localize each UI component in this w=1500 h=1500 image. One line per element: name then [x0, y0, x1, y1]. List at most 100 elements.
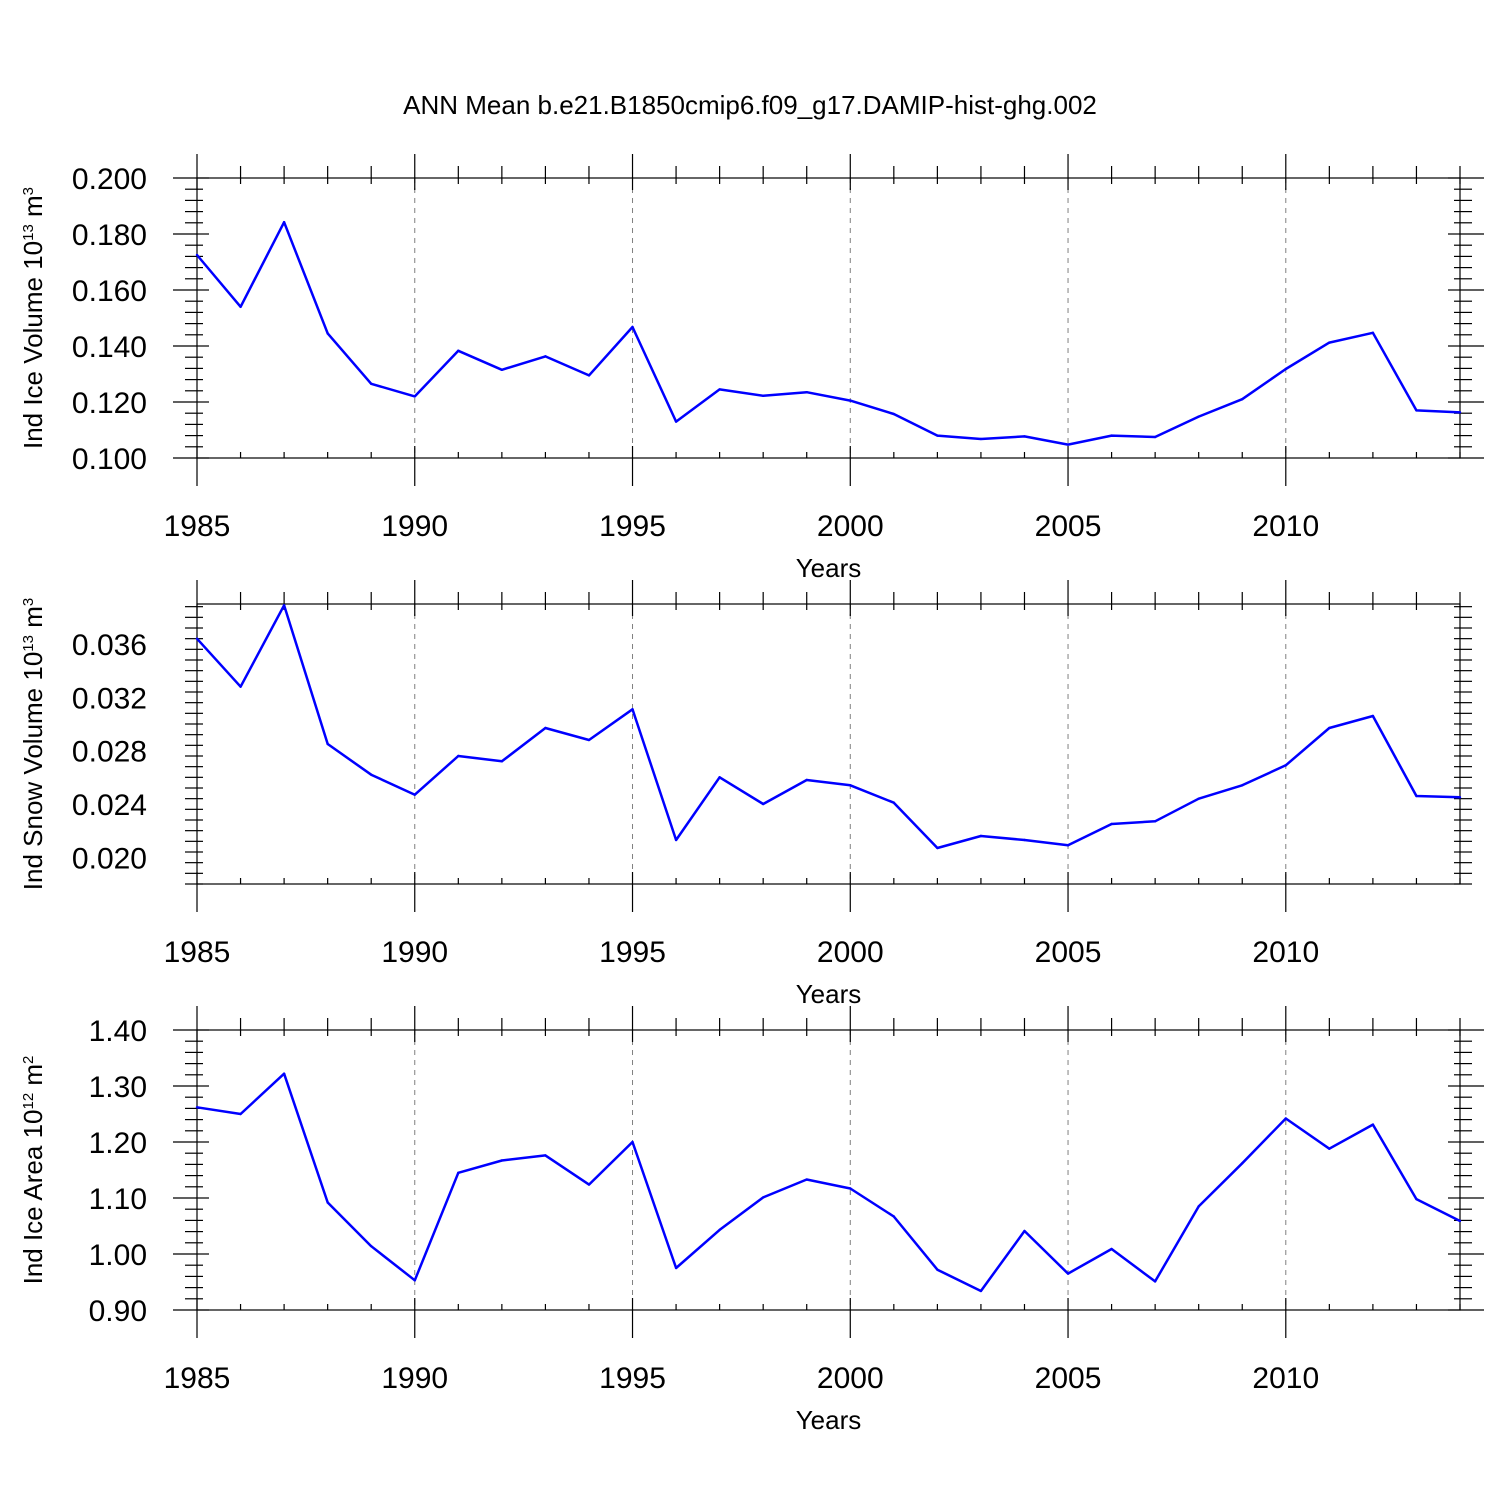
ice-area-point-2002 — [936, 1268, 939, 1271]
ice-volume-xtick-label-1985: 1985 — [164, 510, 231, 543]
ice-volume-ytick-label-4: 0.180 — [72, 219, 147, 252]
snow-volume-ytick-label-1: 0.024 — [72, 789, 147, 822]
ice-area-point-2003 — [979, 1289, 983, 1293]
ice-volume-point-2007 — [1153, 435, 1157, 439]
ice-volume-point-1998 — [761, 394, 765, 398]
ice-volume-point-2003 — [979, 437, 983, 441]
ice-area-point-1993 — [544, 1154, 547, 1157]
ice-volume-point-1985 — [195, 253, 199, 257]
ice-volume-point-1990 — [413, 395, 416, 398]
snow-volume-xtick-label-1990: 1990 — [381, 936, 448, 969]
ice-area-point-1986 — [239, 1112, 242, 1116]
ice-area-point-1998 — [761, 1196, 765, 1199]
ice-area-point-1999 — [805, 1178, 808, 1181]
ice-area-point-2004 — [1023, 1229, 1026, 1233]
snow-volume-xtick-label-2000: 2000 — [817, 936, 884, 969]
ice-volume-point-2009 — [1241, 398, 1244, 401]
snow-volume-point-2006 — [1110, 822, 1113, 826]
snow-volume-point-1992 — [500, 760, 504, 763]
ice-area-ytick-label-2: 1.10 — [89, 1183, 147, 1216]
ice-volume-point-2001 — [892, 412, 896, 416]
snow-volume-ytick-label-0: 0.020 — [72, 842, 147, 875]
ice-volume-point-1995 — [631, 325, 634, 329]
ice-volume-point-2012 — [1371, 331, 1375, 335]
snow-volume-series-line — [196, 604, 1461, 850]
snow-volume-point-2001 — [892, 801, 896, 804]
ice-volume-point-2000 — [849, 399, 852, 402]
snow-volume-xtick-label-1985: 1985 — [164, 936, 231, 969]
ice-volume-xlabel: Years — [796, 553, 862, 583]
ice-volume-point-1988 — [326, 332, 329, 335]
ice-volume-ytick-label-0: 0.100 — [72, 443, 147, 476]
snow-volume-point-1993 — [544, 726, 547, 730]
panel-snow-volume: 1985 1990 1995 2000 2005 2010 0.020 0.024 0.028 0… — [18, 580, 1472, 1009]
ice-area-point-2006 — [1110, 1247, 1113, 1251]
ice-area-ytick-label-5: 1.40 — [89, 1015, 147, 1048]
ice-volume-point-1992 — [500, 368, 504, 371]
snow-volume-ytick-label-4: 0.036 — [72, 629, 147, 662]
ice-area-xtick-label-1995: 1995 — [599, 1362, 666, 1395]
snow-volume-point-2008 — [1197, 797, 1200, 800]
ice-volume-point-1994 — [587, 374, 591, 377]
snow-volume-xtick-label-2010: 2010 — [1252, 936, 1319, 969]
ice-volume-point-1986 — [239, 305, 242, 308]
ice-volume-point-1997 — [718, 388, 721, 391]
ice-volume-point-2005 — [1066, 443, 1070, 446]
snow-volume-point-2000 — [849, 784, 852, 787]
ice-area-point-2007 — [1153, 1280, 1157, 1283]
snow-volume-point-1990 — [413, 793, 416, 796]
ice-area-xtick-label-2000: 2000 — [817, 1362, 884, 1395]
ice-area-point-2008 — [1197, 1205, 1200, 1208]
ice-area-point-1995 — [631, 1140, 634, 1144]
panel-ice-area: 1985 1990 1995 2000 2005 2010 0.90 1.00 1.10 1.20… — [18, 1006, 1484, 1435]
ice-volume-frame — [196, 177, 1461, 459]
ice-area-point-2012 — [1371, 1123, 1375, 1126]
snow-volume-ytick-label-2: 0.028 — [72, 736, 147, 769]
ice-area-point-2000 — [849, 1187, 852, 1190]
ice-area-point-2013 — [1415, 1197, 1418, 1201]
snow-volume-point-2009 — [1241, 784, 1244, 787]
ice-volume-xtick-label-1990: 1990 — [381, 510, 448, 543]
snow-volume-point-1999 — [805, 778, 808, 782]
snow-volume-point-1988 — [326, 742, 329, 746]
snow-volume-xlabel: Years — [796, 979, 862, 1009]
snow-volume-point-2014 — [1458, 796, 1462, 799]
snow-volume-point-1995 — [631, 708, 634, 711]
ice-area-point-1989 — [370, 1244, 373, 1248]
snow-volume-point-1987 — [282, 604, 286, 607]
ice-volume-point-2013 — [1415, 409, 1418, 412]
ice-volume-point-1987 — [282, 221, 286, 224]
ice-area-ytick-label-3: 1.20 — [89, 1127, 147, 1160]
ice-volume-point-1999 — [805, 391, 808, 394]
snow-volume-ytick-label-3: 0.032 — [72, 682, 147, 715]
ice-volume-xtick-label-2010: 2010 — [1252, 510, 1319, 543]
ice-area-point-1994 — [587, 1183, 591, 1186]
ice-volume-point-1996 — [674, 420, 678, 423]
ice-area-point-2014 — [1458, 1219, 1462, 1223]
ice-area-ytick-label-1: 1.00 — [89, 1239, 147, 1272]
ice-volume-point-2014 — [1458, 411, 1462, 414]
snow-volume-point-2005 — [1066, 844, 1070, 847]
ice-volume-point-1991 — [457, 349, 460, 352]
ice-volume-ytick-label-5: 0.200 — [72, 163, 147, 196]
ice-volume-point-1993 — [544, 355, 547, 358]
ice-area-point-1997 — [718, 1228, 721, 1232]
ice-area-xlabel: Years — [796, 1405, 862, 1435]
snow-volume-xtick-label-2005: 2005 — [1035, 936, 1102, 969]
ice-volume-xtick-label-1995: 1995 — [599, 510, 666, 543]
ice-volume-point-1989 — [370, 382, 373, 385]
snow-volume-frame — [196, 603, 1461, 885]
ice-area-xtick-label-1985: 1985 — [164, 1362, 231, 1395]
ice-area-point-1992 — [500, 1159, 504, 1162]
snow-volume-point-1998 — [761, 802, 765, 806]
snow-volume-point-1994 — [587, 738, 591, 742]
ice-volume-series-line — [196, 220, 1461, 446]
ice-area-point-1987 — [282, 1072, 286, 1075]
snow-volume-point-2013 — [1415, 794, 1418, 798]
panel-ice-volume: 1985 1990 1995 2000 2005 2010 0.100 0.120 0.140 0… — [18, 154, 1484, 583]
ice-area-series-line — [196, 1072, 1461, 1293]
ice-volume-ytick-label-2: 0.140 — [72, 331, 147, 364]
ice-volume-ylabel: Ind Ice Volume 1013 m3 — [18, 187, 48, 449]
snow-volume-point-2003 — [979, 834, 983, 838]
